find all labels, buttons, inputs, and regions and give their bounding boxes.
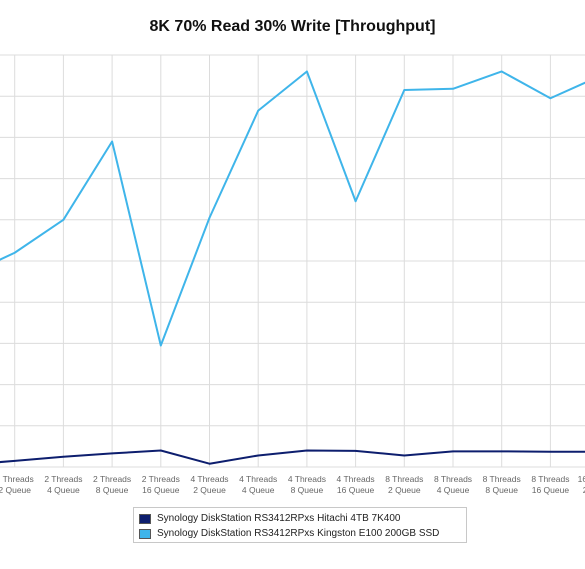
data-point-s0-10 [452, 450, 454, 453]
legend-item-kingston: Synology DiskStation RS3412RPxs Kingston… [139, 526, 461, 541]
data-point-s1-9 [403, 89, 406, 91]
data-point-s0-12 [549, 450, 552, 453]
data-point-s0-7 [306, 449, 308, 452]
series-lines [0, 70, 585, 465]
series-line-1 [0, 70, 585, 347]
chart-title: 8K 70% Read 30% Write [Throughput] [149, 18, 436, 35]
data-point-s1-7 [306, 70, 308, 73]
data-point-s1-4 [160, 344, 162, 347]
data-point-s0-3 [111, 452, 113, 455]
data-point-s1-12 [549, 97, 552, 100]
data-point-s0-9 [403, 454, 406, 457]
data-point-s0-1 [13, 460, 16, 462]
data-point-s0-4 [160, 449, 162, 452]
legend-swatch-hitachi [139, 513, 151, 524]
data-point-s1-1 [13, 251, 16, 254]
x-tick-label: 4 Threads 16 Queue [337, 474, 375, 495]
data-point-s0-6 [257, 454, 260, 457]
data-point-s0-5 [208, 462, 211, 465]
data-point-s1-3 [111, 140, 113, 143]
legend: Synology DiskStation RS3412RPxs Hitachi … [133, 507, 467, 543]
legend-swatch-kingston [139, 528, 151, 539]
x-tick-label: 4 Threads 8 Queue [288, 474, 326, 495]
data-point-s1-6 [257, 109, 260, 112]
x-tick-label: 2 Threads 16 Queue [142, 474, 180, 495]
data-point-s1-8 [354, 200, 357, 203]
x-tick-label: 4 Threads 4 Queue [239, 474, 277, 495]
x-tick-label: 8 Threads 8 Queue [483, 474, 521, 495]
x-tick-label: 2 Threads 4 Queue [44, 474, 82, 495]
grid-lines [0, 54, 585, 468]
series-line-0 [0, 449, 585, 465]
data-point-s1-10 [452, 87, 454, 90]
x-tick-label: 8 Threads 16 Queue [531, 474, 569, 495]
legend-label-hitachi: Synology DiskStation RS3412RPxs Hitachi … [157, 513, 401, 524]
data-point-s0-2 [62, 455, 65, 458]
data-point-s0-8 [354, 450, 357, 452]
data-point-s1-5 [208, 216, 211, 219]
x-tick-label: 2 Threads 8 Queue [93, 474, 131, 495]
data-point-s0-11 [500, 450, 503, 453]
legend-item-hitachi: Synology DiskStation RS3412RPxs Hitachi … [139, 511, 461, 526]
x-tick-label: 4 Threads 2 Queue [190, 474, 228, 495]
x-tick-label: 8 Threads 4 Queue [434, 474, 472, 495]
data-point-s1-11 [500, 70, 503, 73]
data-point-s1-2 [62, 219, 65, 221]
legend-label-kingston: Synology DiskStation RS3412RPxs Kingston… [157, 528, 440, 539]
x-tick-label: 8 Threads 2 Queue [385, 474, 423, 495]
